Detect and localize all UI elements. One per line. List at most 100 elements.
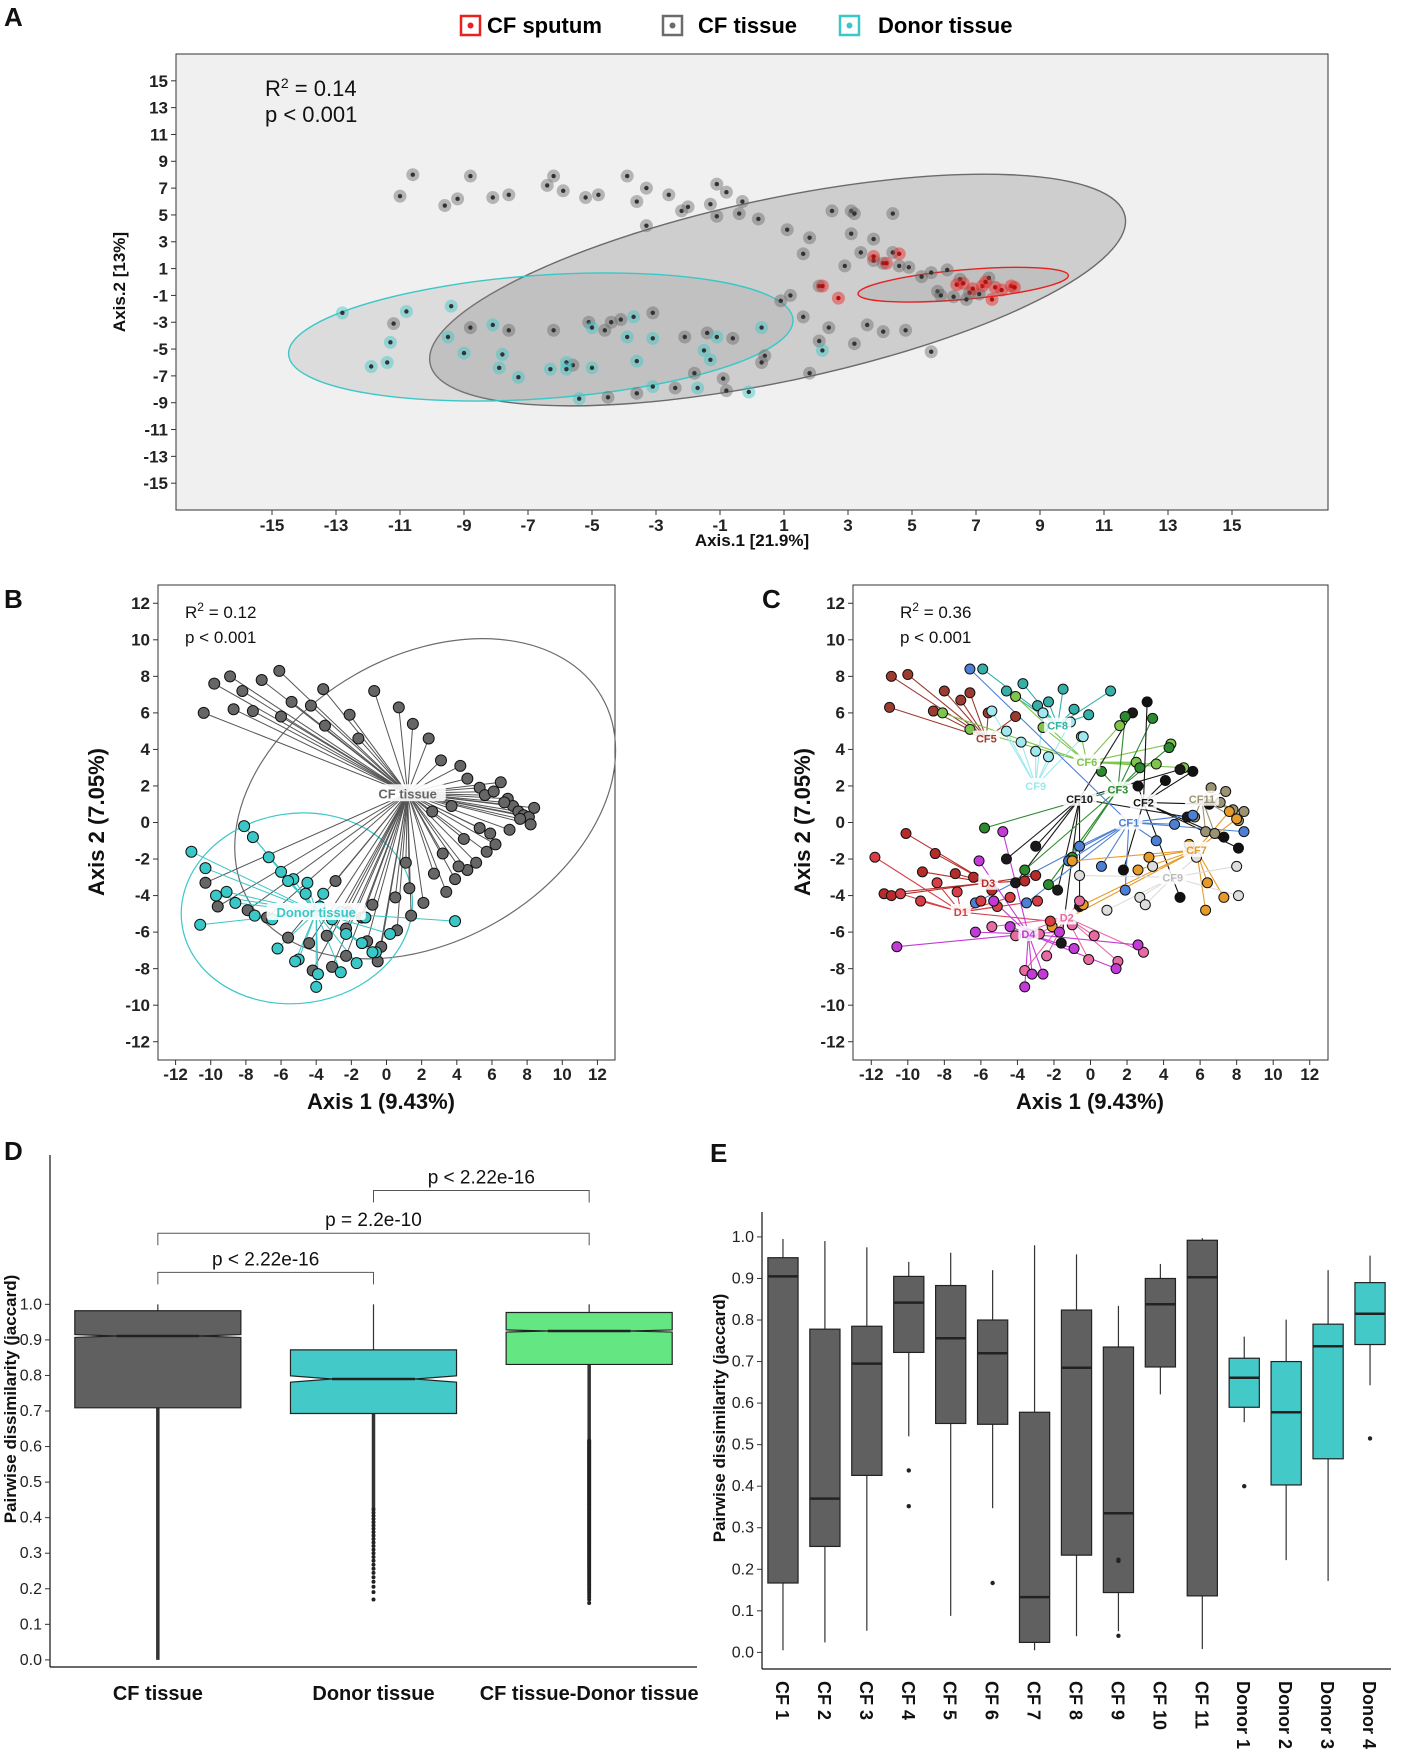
- point-core: [762, 353, 767, 358]
- panel-b-y-tick-label: -4: [135, 886, 151, 905]
- spider-line-tissue: [361, 793, 409, 918]
- point-donor: [710, 330, 724, 344]
- box-body: [851, 1325, 883, 1476]
- point-tissue: [681, 200, 695, 214]
- point-cf2: [1117, 864, 1129, 876]
- point-core: [468, 173, 473, 179]
- panel-e-x-label: CF 8: [1066, 1681, 1086, 1720]
- point-core: [820, 348, 825, 353]
- point-cf9: [1232, 890, 1244, 902]
- point-cf10: [1052, 884, 1064, 896]
- point-core: [852, 341, 857, 346]
- point-tissue: [838, 259, 852, 273]
- spider-line-cf1: [969, 668, 1130, 823]
- point-tissue: [304, 699, 317, 712]
- point-core: [679, 208, 684, 214]
- panel-b-y-tick-label: 8: [141, 667, 150, 686]
- box-body: [1144, 1277, 1177, 1368]
- spider-line-donor: [315, 911, 342, 973]
- centroid-label-donor: Donor tissue: [276, 905, 355, 920]
- point-core: [967, 290, 972, 295]
- point-core: [577, 396, 582, 401]
- point-d4: [997, 826, 1009, 838]
- spider-line-tissue: [229, 675, 408, 794]
- point-donor: [229, 896, 242, 909]
- panel-d-box-3: [505, 1304, 673, 1441]
- point-core: [596, 192, 601, 198]
- point-tissue: [463, 169, 477, 183]
- point-tissue: [502, 188, 516, 202]
- point-tissue: [812, 334, 826, 348]
- spider-line-tissue: [335, 792, 408, 882]
- point-core: [724, 189, 729, 195]
- point-cf10: [1174, 764, 1186, 776]
- outlier-point: [371, 1562, 376, 1567]
- panel-a-x-tick-label: 11: [1095, 516, 1113, 535]
- point-donor: [691, 381, 705, 395]
- point-tissue: [867, 254, 881, 268]
- spider-line-tissue: [205, 792, 408, 884]
- point-tissue: [700, 326, 714, 340]
- panel-d-y-tick-label: 0.5: [20, 1474, 42, 1491]
- panel-c-y-tick-label: 4: [836, 740, 846, 759]
- point-tissue: [343, 708, 356, 721]
- spider-line-donor: [191, 851, 317, 913]
- point-d4: [1110, 963, 1122, 975]
- point-core: [695, 385, 700, 391]
- point-tissue: [463, 321, 477, 335]
- spider-line-tissue: [394, 793, 409, 898]
- point-cf10: [1055, 937, 1067, 949]
- point-cf9: [1030, 745, 1042, 757]
- point-core: [730, 336, 735, 341]
- panel-e-box-4: [893, 1261, 925, 1509]
- spider-line-cf7: [1072, 849, 1197, 862]
- panel-c-x-tick-label: -12: [859, 1065, 884, 1084]
- point-cf7: [1201, 877, 1213, 889]
- point-cf3: [1119, 711, 1131, 723]
- centroid-label-bg-cf9: [1022, 777, 1050, 793]
- point-tissue: [716, 372, 730, 386]
- outlier-point: [371, 1551, 376, 1556]
- panel-a-y-tick-label: 1: [159, 260, 168, 279]
- spider-line-d3: [891, 882, 989, 897]
- spider-line-cf1: [1128, 821, 1245, 833]
- point-sputum: [1007, 280, 1021, 294]
- point-cf11: [1220, 785, 1232, 797]
- point-tissue: [389, 891, 402, 904]
- panel-e-box-14: [1312, 1270, 1344, 1581]
- panel-a-ellipses: [287, 173, 1127, 407]
- point-d4: [1132, 939, 1144, 951]
- point-tissue: [758, 349, 772, 363]
- point-cf2: [1141, 696, 1153, 708]
- panel-e-x-label: CF 7: [1024, 1681, 1044, 1720]
- point-tissue: [876, 325, 890, 339]
- panel-e-box-11: [1186, 1238, 1218, 1650]
- point-tissue: [892, 259, 906, 273]
- point-core: [701, 348, 707, 353]
- point-tissue: [924, 266, 938, 280]
- outlier-point: [906, 1468, 911, 1473]
- point-core: [945, 267, 950, 273]
- panel-e-x-label: CF 9: [1107, 1681, 1127, 1720]
- point-core: [461, 350, 467, 356]
- panel-d-y-tick-label: 0.8: [20, 1367, 42, 1384]
- spider-line-cf3: [1024, 789, 1119, 871]
- panel-a-y-tick-label: -13: [143, 447, 168, 466]
- point-core: [829, 208, 835, 214]
- outlier-point: [371, 1575, 376, 1580]
- point-tissue: [406, 717, 419, 730]
- point-core: [817, 338, 822, 344]
- point-donor: [646, 331, 660, 345]
- point-core: [935, 289, 940, 294]
- point-core: [999, 287, 1004, 293]
- point-d4: [1053, 926, 1065, 938]
- point-tissue: [320, 929, 333, 942]
- point-donor: [559, 362, 573, 376]
- spider-line-cf6: [1086, 743, 1172, 763]
- point-d1: [869, 851, 881, 863]
- point-tissue: [436, 847, 449, 860]
- spider-line-cf9: [1035, 736, 1084, 787]
- point-core: [993, 285, 998, 290]
- point-cf3: [979, 822, 991, 834]
- outlier-point: [371, 1543, 376, 1548]
